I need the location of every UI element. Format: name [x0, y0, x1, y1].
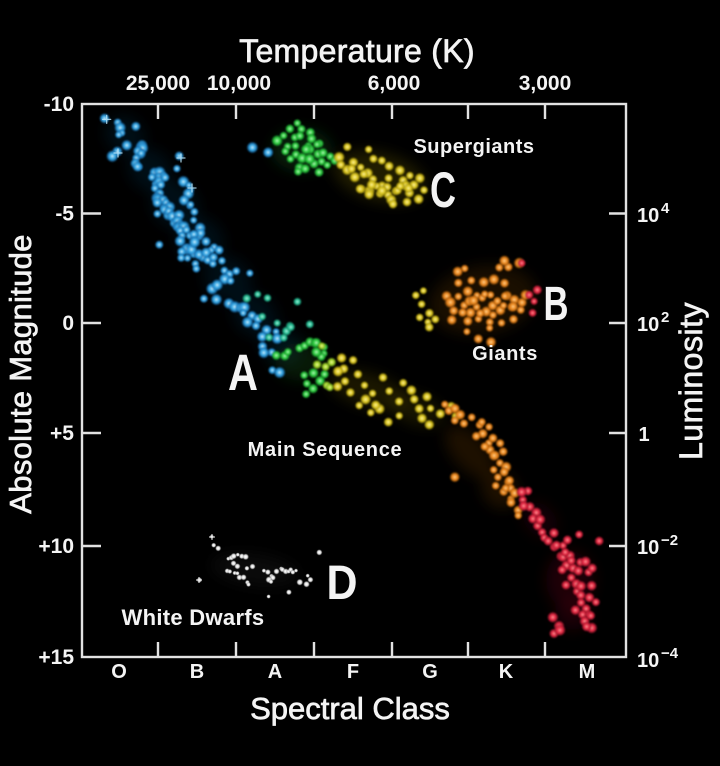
svg-text:10: 10: [637, 205, 659, 227]
svg-text:C: C: [430, 162, 456, 218]
svg-text:10: 10: [637, 650, 659, 672]
svg-text:Luminosity: Luminosity: [673, 302, 709, 460]
svg-text:1: 1: [638, 424, 649, 446]
svg-text:B: B: [190, 661, 204, 683]
svg-text:K: K: [499, 661, 514, 683]
svg-text:4: 4: [661, 200, 670, 217]
svg-text:Absolute Magnitude: Absolute Magnitude: [3, 234, 38, 513]
svg-text:A: A: [228, 344, 258, 401]
svg-text:G: G: [422, 661, 438, 683]
svg-text:−4: −4: [661, 645, 679, 662]
svg-text:+5: +5: [50, 422, 74, 445]
svg-text:25,000: 25,000: [126, 72, 190, 95]
svg-text:Giants: Giants: [472, 343, 538, 365]
svg-text:Main Sequence: Main Sequence: [248, 439, 403, 461]
svg-text:+10: +10: [38, 535, 74, 558]
svg-text:10: 10: [637, 314, 659, 336]
svg-text:-10: -10: [44, 93, 74, 116]
svg-text:A: A: [268, 661, 282, 683]
svg-text:B: B: [544, 278, 569, 331]
svg-text:M: M: [579, 661, 596, 683]
svg-text:3,000: 3,000: [519, 72, 572, 95]
svg-text:-5: -5: [55, 203, 74, 226]
svg-text:Supergiants: Supergiants: [413, 136, 534, 158]
svg-text:Spectral Class: Spectral Class: [250, 691, 450, 726]
svg-text:0: 0: [62, 312, 74, 335]
svg-text:O: O: [111, 661, 127, 683]
svg-text:White Dwarfs: White Dwarfs: [122, 605, 265, 630]
svg-text:2: 2: [661, 309, 669, 326]
svg-text:F: F: [347, 661, 359, 683]
svg-text:D: D: [327, 557, 358, 610]
svg-text:+15: +15: [38, 646, 74, 669]
svg-text:10,000: 10,000: [207, 72, 271, 95]
svg-text:6,000: 6,000: [368, 72, 421, 95]
svg-text:−2: −2: [661, 532, 678, 549]
svg-text:Temperature (K): Temperature (K): [239, 33, 475, 69]
svg-text:10: 10: [637, 537, 659, 559]
